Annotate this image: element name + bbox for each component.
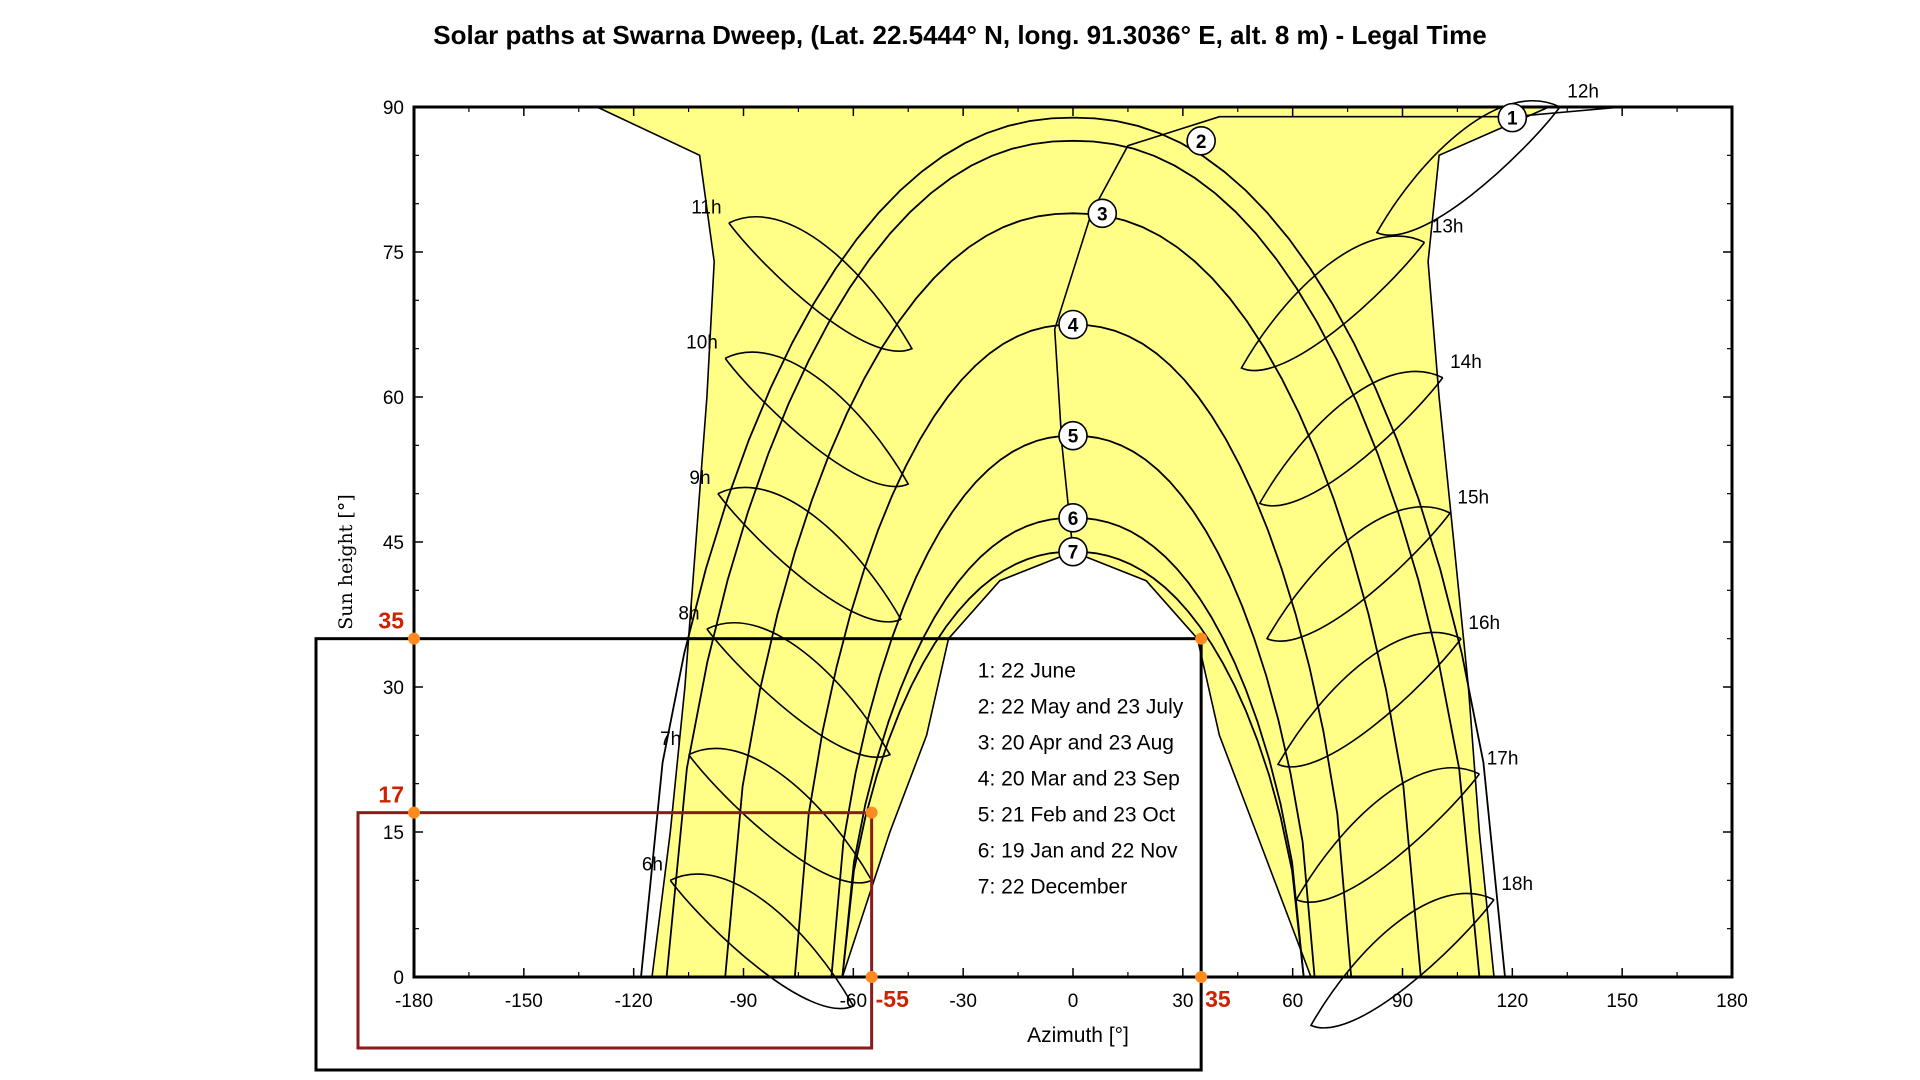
x-tick-label: -150 — [505, 991, 543, 1012]
hour-loop — [1240, 235, 1426, 372]
x-tick-label: -180 — [395, 991, 433, 1012]
legend-entry: 6: 19 Jan and 22 Nov — [978, 839, 1178, 862]
hour-label: 14h — [1450, 352, 1482, 373]
y-tick-label: 90 — [383, 98, 404, 119]
x-tick-label: -120 — [615, 991, 653, 1012]
annotation-label: 17 — [378, 782, 404, 808]
date-path-1 — [640, 116, 1506, 978]
path-curves — [640, 100, 1623, 1029]
x-tick-label: 30 — [1172, 991, 1193, 1012]
marker-circle-1 — [1497, 102, 1528, 133]
hour-label: 9h — [689, 468, 710, 489]
noon-line — [1053, 106, 1623, 552]
annotation-label: 35 — [1205, 986, 1231, 1012]
x-tick-label: -60 — [840, 991, 867, 1012]
x-tick-label: -30 — [949, 991, 976, 1012]
annotation-point — [408, 632, 420, 645]
hour-loop — [1265, 506, 1451, 642]
legend-entry: 1: 22 June — [978, 659, 1076, 682]
hour-label: 13h — [1432, 217, 1464, 238]
annotation-point — [408, 806, 420, 819]
hour-loop — [1295, 767, 1481, 903]
x-tick-label: 0 — [1068, 991, 1079, 1012]
hour-label: 10h — [686, 333, 718, 354]
annotation-point — [1195, 971, 1208, 983]
hour-label: 16h — [1468, 613, 1500, 634]
marker-number-5: 5 — [1068, 427, 1079, 448]
x-tick-label: -90 — [730, 991, 757, 1012]
axis-ticks: -180 -150 -120 -90 -60 -30 0 30 60 90 120 150 180015… — [383, 98, 1748, 1012]
chart-title: Solar paths at Swarna Dweep, (Lat. 22.54… — [433, 20, 1486, 50]
legend-entry: 4: 20 Mar and 23 Sep — [978, 767, 1180, 790]
hour-label: 7h — [660, 729, 681, 750]
hour-loop — [1309, 892, 1495, 1029]
hour-loop — [1258, 370, 1444, 507]
x-tick-label: 150 — [1606, 991, 1638, 1012]
y-tick-label: 60 — [383, 388, 404, 409]
hour-label: 6h — [642, 855, 663, 876]
marker-circle-2 — [1186, 126, 1216, 156]
y-tick-label: 75 — [383, 243, 404, 264]
marker-circle-7 — [1058, 536, 1088, 567]
date-path-2 — [665, 139, 1481, 978]
marker-number-4: 4 — [1068, 316, 1079, 337]
hour-label: 8h — [678, 603, 699, 624]
y-tick-label: 0 — [393, 968, 404, 989]
annotation-point — [865, 971, 878, 983]
marker-number-2: 2 — [1196, 132, 1207, 153]
hour-loop — [724, 351, 910, 488]
marker-circle-5 — [1058, 420, 1088, 451]
annotation-point — [865, 806, 878, 819]
legend-entry: 3: 20 Apr and 23 Aug — [978, 731, 1174, 754]
date-path-3 — [724, 212, 1422, 978]
y-tick-label: 45 — [383, 533, 404, 554]
marker-number-1: 1 — [1507, 109, 1518, 130]
x-axis-title: Azimuth [°] — [1027, 1024, 1129, 1047]
hour-loop — [1276, 631, 1462, 768]
y-tick-label: 15 — [383, 823, 404, 844]
annotation-label: 35 — [378, 608, 404, 634]
plot-frame — [412, 105, 1734, 979]
marker-number-6: 6 — [1068, 509, 1079, 530]
hour-label: 11h — [691, 197, 721, 218]
annotations: 35 17 -55 35 — [314, 608, 1231, 1072]
legend-entry: 5: 21 Feb and 23 Oct — [978, 803, 1175, 826]
marker-circle-3 — [1087, 198, 1118, 229]
marker-circle-6 — [1058, 503, 1088, 533]
x-tick-label: 180 — [1716, 991, 1748, 1012]
x-tick-label: 120 — [1496, 991, 1528, 1012]
black-box — [314, 637, 1203, 1072]
hour-loop — [706, 622, 892, 758]
hour-loop — [669, 873, 855, 1010]
hour-label: 17h — [1487, 748, 1519, 769]
hour-loop — [717, 486, 903, 623]
marker-circle-4 — [1058, 309, 1088, 340]
x-tick-label: 90 — [1392, 991, 1413, 1012]
x-tick-label: 60 — [1282, 991, 1303, 1012]
red-box — [356, 811, 874, 1050]
y-axis-title: Sun height [°] — [335, 494, 357, 630]
marker-number-3: 3 — [1097, 204, 1108, 225]
annotation-label: -55 — [876, 986, 909, 1012]
annotation-point — [1195, 632, 1208, 645]
hour-loop — [728, 216, 914, 352]
legend-entry: 2: 22 May and 23 July — [978, 695, 1184, 718]
hour-label: 15h — [1457, 487, 1489, 508]
y-tick-label: 30 — [383, 678, 404, 699]
hour-label: 12h — [1567, 81, 1599, 102]
legend-entry: 7: 22 December — [978, 875, 1127, 898]
marker-number-7: 7 — [1068, 543, 1079, 564]
hour-label: 18h — [1501, 874, 1533, 895]
chart-labels: 6h 7h 8h 9h 10h 11h 12h 13h 14h 15h 16h 17h 18h 1 2 3 4 5… — [642, 81, 1599, 898]
